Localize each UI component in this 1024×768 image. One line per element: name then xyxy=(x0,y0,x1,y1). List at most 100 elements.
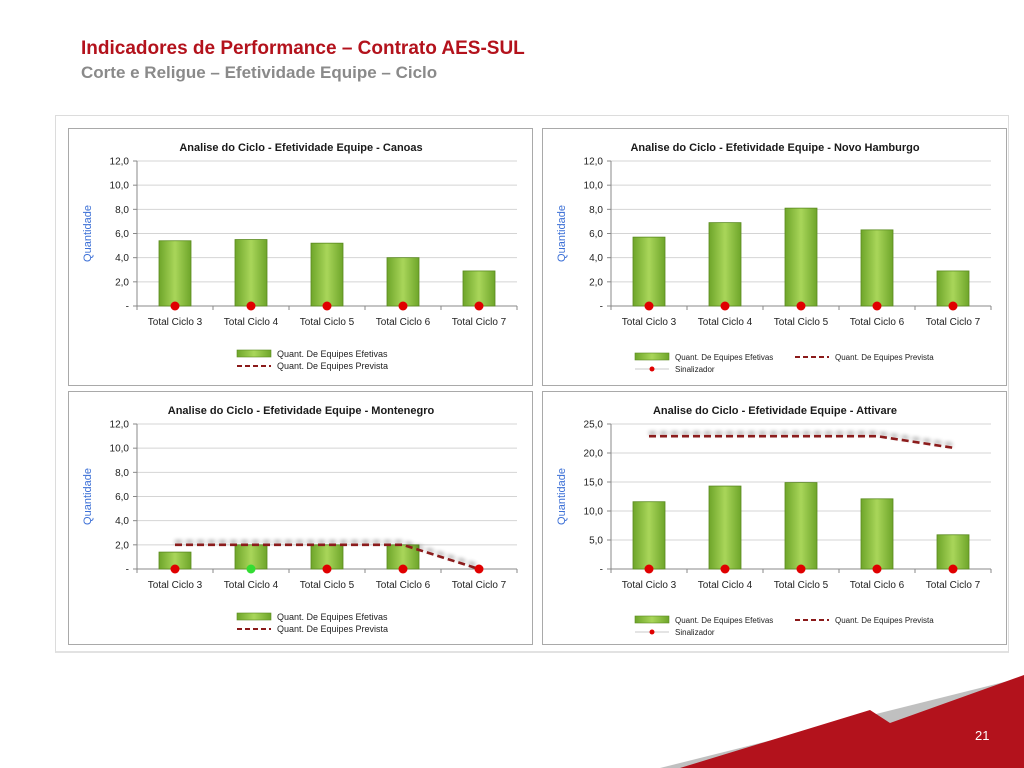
y-tick-label: - xyxy=(600,565,603,576)
x-tick-label: Total Ciclo 5 xyxy=(774,580,829,591)
y-tick-label: 6,0 xyxy=(589,229,603,240)
y-tick-label: 20,0 xyxy=(584,449,604,460)
signal-marker xyxy=(796,301,806,311)
signal-marker xyxy=(720,301,730,311)
chart-title: Analise do Ciclo - Efetividade Equipe - … xyxy=(653,405,897,417)
x-tick-label: Total Ciclo 3 xyxy=(148,580,203,591)
legend-label: Quant. De Equipes Efetivas xyxy=(675,353,773,362)
x-tick-label: Total Ciclo 3 xyxy=(622,317,677,328)
y-tick-label: 2,0 xyxy=(115,540,129,551)
signal-marker xyxy=(170,301,180,311)
legend-swatch-bar xyxy=(634,352,670,361)
x-tick-label: Total Ciclo 7 xyxy=(452,580,507,591)
y-axis-label: Quantidade xyxy=(82,468,94,525)
y-tick-label: 10,0 xyxy=(584,507,604,518)
bar xyxy=(708,222,742,307)
y-tick-label: 4,0 xyxy=(589,253,603,264)
x-tick-label: Total Ciclo 4 xyxy=(698,317,753,328)
y-tick-label: 12,0 xyxy=(110,420,130,431)
x-tick-label: Total Ciclo 7 xyxy=(452,317,507,328)
bar xyxy=(784,207,818,307)
bar xyxy=(632,236,666,307)
y-tick-label: 8,0 xyxy=(115,468,129,479)
y-axis-label: Quantidade xyxy=(82,205,94,262)
signal-marker xyxy=(398,564,408,574)
y-tick-label: 10,0 xyxy=(110,181,130,192)
signal-marker xyxy=(948,564,958,574)
y-tick-label: 12,0 xyxy=(110,157,130,168)
x-tick-label: Total Ciclo 3 xyxy=(622,580,677,591)
signal-marker xyxy=(322,301,332,311)
bar xyxy=(860,498,894,570)
legend-swatch-bar xyxy=(236,349,272,358)
chart-panel-novo-hamburgo: Analise do Ciclo - Efetividade Equipe - … xyxy=(542,128,1007,386)
y-axis-label: Quantidade xyxy=(556,468,568,525)
signal-marker xyxy=(872,301,882,311)
y-tick-label: 2,0 xyxy=(115,277,129,288)
bar xyxy=(462,270,496,307)
legend-swatch-marker xyxy=(649,366,655,372)
x-tick-label: Total Ciclo 4 xyxy=(224,580,279,591)
chart-panel-attivare: Analise do Ciclo - Efetividade Equipe - … xyxy=(542,391,1007,645)
chart-montenegro: Analise do Ciclo - Efetividade Equipe - … xyxy=(82,405,518,634)
chart-title: Analise do Ciclo - Efetividade Equipe - … xyxy=(179,142,422,154)
forecast-line xyxy=(649,434,954,450)
y-tick-label: 4,0 xyxy=(115,516,129,527)
signal-marker xyxy=(474,564,484,574)
signal-marker xyxy=(246,301,256,311)
y-tick-label: 15,0 xyxy=(584,478,604,489)
x-tick-label: Total Ciclo 6 xyxy=(850,580,905,591)
legend-swatch-bar xyxy=(634,615,670,624)
y-tick-label: 8,0 xyxy=(589,205,603,216)
bar xyxy=(386,257,420,307)
y-tick-label: 4,0 xyxy=(115,253,129,264)
legend-label: Quant. De Equipes Prevista xyxy=(835,616,934,625)
y-tick-label: - xyxy=(126,565,129,576)
y-tick-label: 6,0 xyxy=(115,492,129,503)
y-tick-label: 8,0 xyxy=(115,205,129,216)
x-tick-label: Total Ciclo 7 xyxy=(926,580,981,591)
signal-marker xyxy=(872,564,882,574)
x-tick-label: Total Ciclo 6 xyxy=(376,317,431,328)
y-tick-label: 10,0 xyxy=(110,444,130,455)
chart-title: Analise do Ciclo - Efetividade Equipe - … xyxy=(630,142,919,154)
page-number: 21 xyxy=(975,728,990,743)
signal-marker xyxy=(796,564,806,574)
signal-marker xyxy=(398,301,408,311)
chart-panel-montenegro: Analise do Ciclo - Efetividade Equipe - … xyxy=(68,391,533,645)
bar xyxy=(936,270,970,307)
legend-label: Quant. De Equipes Prevista xyxy=(277,624,388,634)
legend-label: Quant. De Equipes Efetivas xyxy=(675,616,773,625)
y-axis-label: Quantidade xyxy=(556,205,568,262)
legend-label: Quant. De Equipes Prevista xyxy=(277,361,388,371)
signal-marker xyxy=(644,301,654,311)
x-tick-label: Total Ciclo 3 xyxy=(148,317,203,328)
y-tick-label: 25,0 xyxy=(584,420,604,431)
bar xyxy=(708,485,742,570)
bar xyxy=(860,229,894,307)
bar xyxy=(234,239,268,307)
signal-marker xyxy=(474,301,484,311)
signal-marker xyxy=(322,564,332,574)
signal-marker xyxy=(720,564,730,574)
footer-decoration xyxy=(660,675,1024,768)
x-tick-label: Total Ciclo 4 xyxy=(224,317,279,328)
chart-title: Analise do Ciclo - Efetividade Equipe - … xyxy=(168,405,435,417)
x-tick-label: Total Ciclo 7 xyxy=(926,317,981,328)
x-tick-label: Total Ciclo 5 xyxy=(300,317,355,328)
legend-label: Quant. De Equipes Efetivas xyxy=(277,612,388,622)
chart-attivare: Analise do Ciclo - Efetividade Equipe - … xyxy=(556,405,992,637)
bar xyxy=(158,240,192,307)
chart-panel-canoas: Analise do Ciclo - Efetividade Equipe - … xyxy=(68,128,533,386)
y-tick-label: 12,0 xyxy=(584,157,604,168)
forecast-line xyxy=(175,543,480,571)
legend-label: Sinalizador xyxy=(675,628,715,637)
legend-label: Quant. De Equipes Prevista xyxy=(835,353,934,362)
legend-label: Quant. De Equipes Efetivas xyxy=(277,349,388,359)
y-tick-label: 6,0 xyxy=(115,229,129,240)
y-tick-label: - xyxy=(126,302,129,313)
y-tick-label: 10,0 xyxy=(584,181,604,192)
chart-novo-hamburgo: Analise do Ciclo - Efetividade Equipe - … xyxy=(556,142,992,374)
footer-red-swoosh xyxy=(680,675,1024,768)
signal-marker xyxy=(170,564,180,574)
